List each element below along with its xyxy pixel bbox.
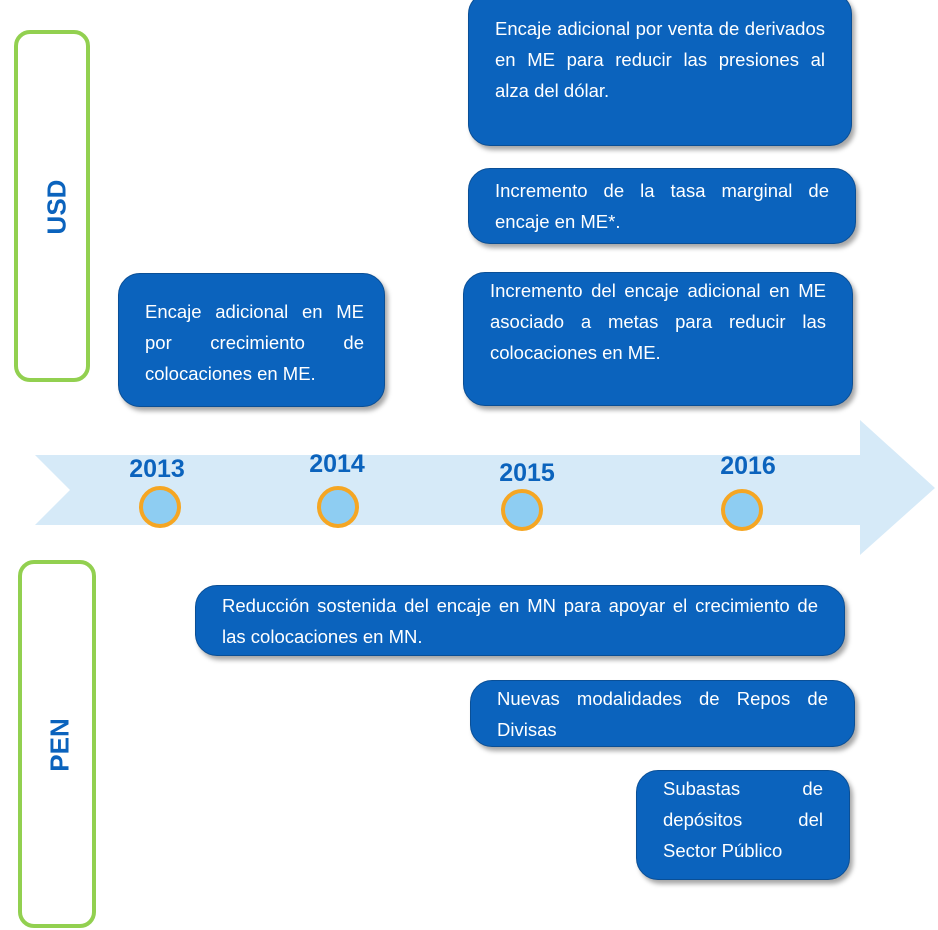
usd-frame (14, 30, 90, 382)
timeline-arrow (35, 420, 935, 555)
measure-box: Reducción sostenida del encaje en MN par… (195, 585, 845, 656)
year-dot (317, 486, 359, 528)
measure-box: Encaje adicional en ME por crecimiento d… (118, 273, 385, 407)
pen-label: PEN (44, 718, 75, 772)
usd-label: USD (41, 179, 72, 235)
pen-frame (18, 560, 96, 928)
year-dot (139, 486, 181, 528)
measure-box: Incremento del encaje adicional en ME as… (463, 272, 853, 406)
year-label: 2015 (499, 459, 555, 487)
measure-box: Encaje adicional por venta de derivados … (468, 0, 852, 146)
year-dot (501, 489, 543, 531)
measure-box: Nuevas modalidades de Repos de Divisas (470, 680, 855, 747)
year-label: 2014 (309, 450, 365, 478)
year-label: 2016 (720, 452, 776, 480)
year-label: 2013 (129, 455, 185, 483)
year-dot (721, 489, 763, 531)
measure-box: Incremento de la tasa marginal de encaje… (468, 168, 856, 244)
measure-box: Subastas de depósitos del Sector Público (636, 770, 850, 880)
